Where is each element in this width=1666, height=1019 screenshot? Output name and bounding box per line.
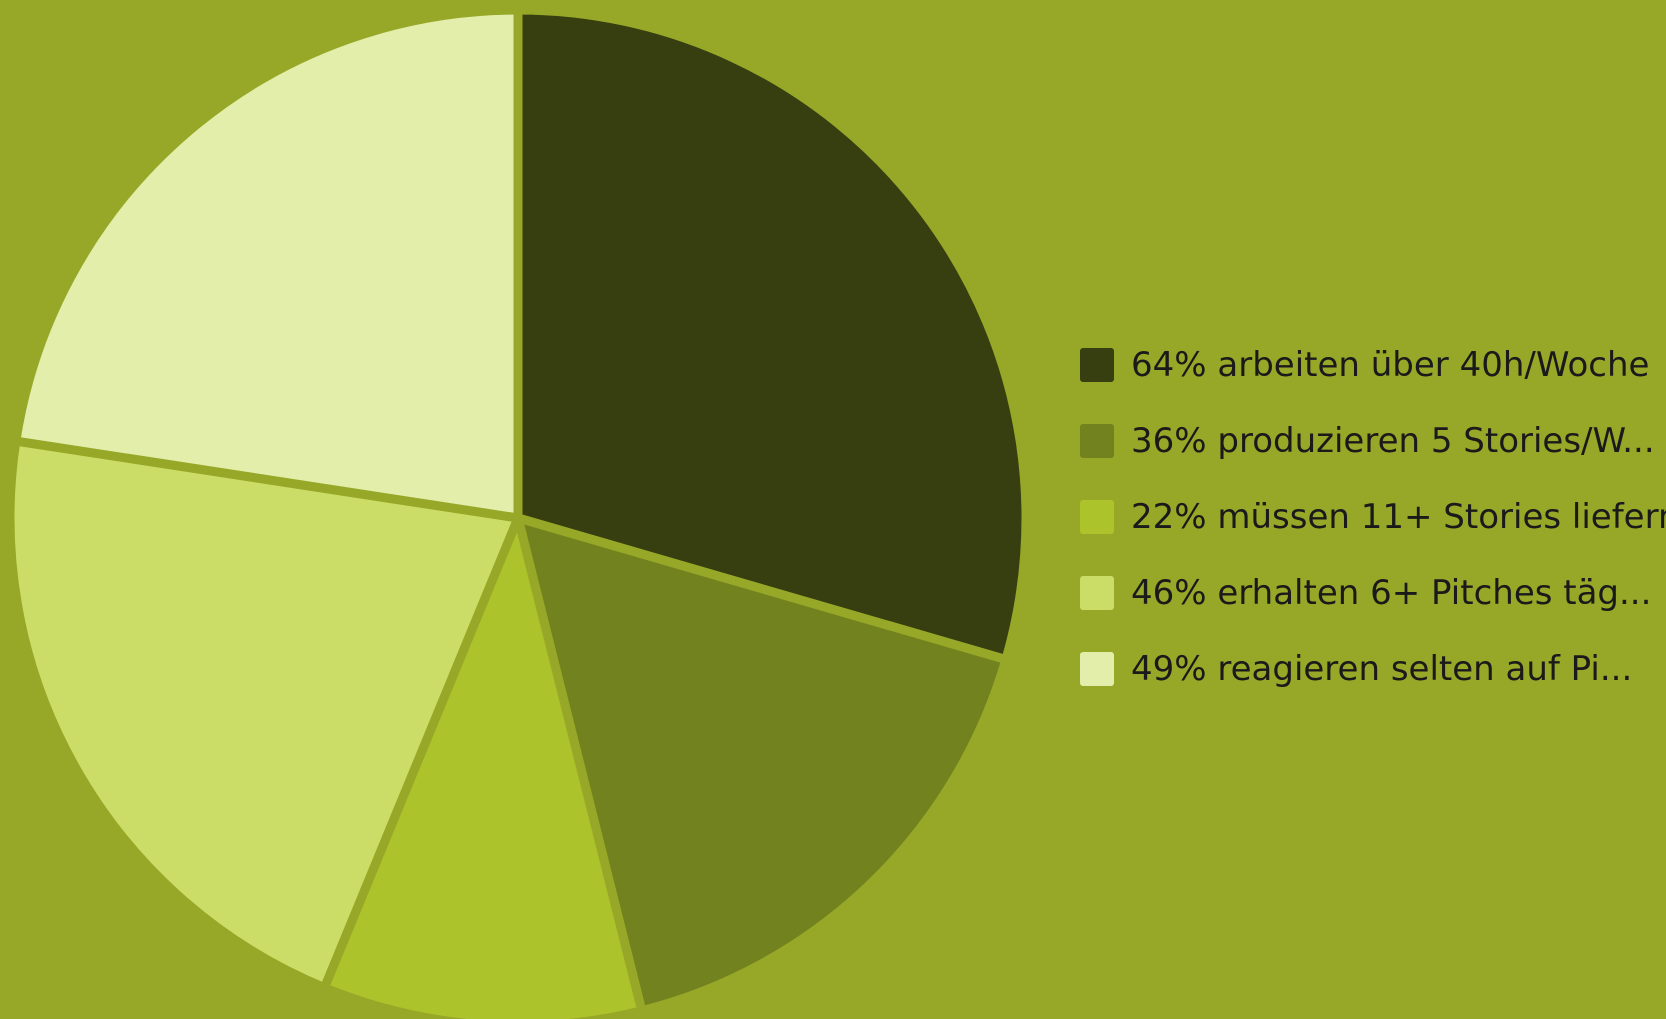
pie-slice-1 bbox=[513, 5, 1031, 665]
pie-slices bbox=[5, 5, 1031, 1019]
pie-slice-5 bbox=[11, 5, 523, 523]
legend-label-2: 36% produzieren 5 Stories/W... bbox=[1131, 421, 1655, 461]
legend-item-3: 22% müssen 11+ Stories liefern bbox=[1080, 497, 1666, 537]
legend-item-2: 36% produzieren 5 Stories/W... bbox=[1080, 421, 1655, 461]
legend-swatch-1 bbox=[1080, 348, 1114, 382]
pie-slice-4 bbox=[5, 436, 523, 993]
legend-swatch-2 bbox=[1080, 424, 1114, 458]
legend-item-4: 46% erhalten 6+ Pitches täg... bbox=[1080, 573, 1651, 613]
legend-item-1: 64% arbeiten über 40h/Woche bbox=[1080, 345, 1649, 385]
pie-slice-3 bbox=[319, 513, 647, 1019]
legend-swatch-5 bbox=[1080, 652, 1114, 686]
legend-item-5: 49% reagieren selten auf Pi... bbox=[1080, 649, 1632, 689]
legend-label-3: 22% müssen 11+ Stories liefern bbox=[1131, 497, 1666, 537]
legend-swatch-3 bbox=[1080, 500, 1114, 534]
pie-slice-2 bbox=[513, 513, 1011, 1016]
legend-label-1: 64% arbeiten über 40h/Woche bbox=[1131, 345, 1649, 385]
legend-label-5: 49% reagieren selten auf Pi... bbox=[1131, 649, 1632, 689]
legend-label-4: 46% erhalten 6+ Pitches täg... bbox=[1131, 573, 1651, 613]
legend-swatch-4 bbox=[1080, 576, 1114, 610]
legend: 64% arbeiten über 40h/Woche 36% produzier… bbox=[1080, 345, 1666, 689]
